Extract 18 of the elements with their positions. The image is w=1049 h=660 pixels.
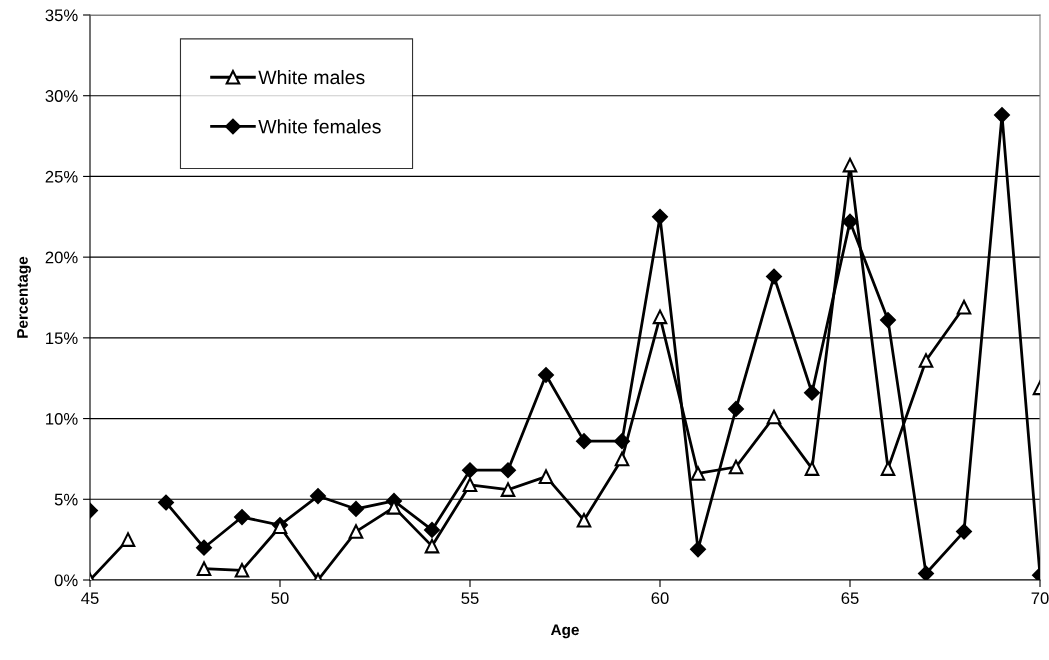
x-tick-label: 45 — [81, 592, 99, 605]
y-tick-label: 25% — [45, 170, 78, 183]
y-tick-label: 10% — [46, 412, 78, 425]
x-tick-label: 55 — [461, 592, 479, 605]
y-tick-label: 5% — [54, 493, 78, 506]
y-tick-label: 15% — [46, 332, 78, 345]
legend-label: White males — [258, 69, 365, 85]
y-tick-label: 30% — [45, 90, 78, 102]
legend-label: White females — [258, 119, 381, 134]
y-axis-title: Percentage — [17, 256, 31, 338]
y-tick-label: 35% — [45, 9, 78, 22]
x-tick-label: 70 — [1031, 592, 1049, 605]
y-tick-label: 0% — [54, 574, 78, 587]
x-tick-label: 60 — [651, 592, 669, 605]
x-tick-label: 50 — [271, 592, 289, 605]
y-tick-label: 20% — [45, 251, 78, 264]
x-tick-label: 65 — [841, 592, 859, 605]
x-axis-title: Age — [550, 624, 579, 639]
